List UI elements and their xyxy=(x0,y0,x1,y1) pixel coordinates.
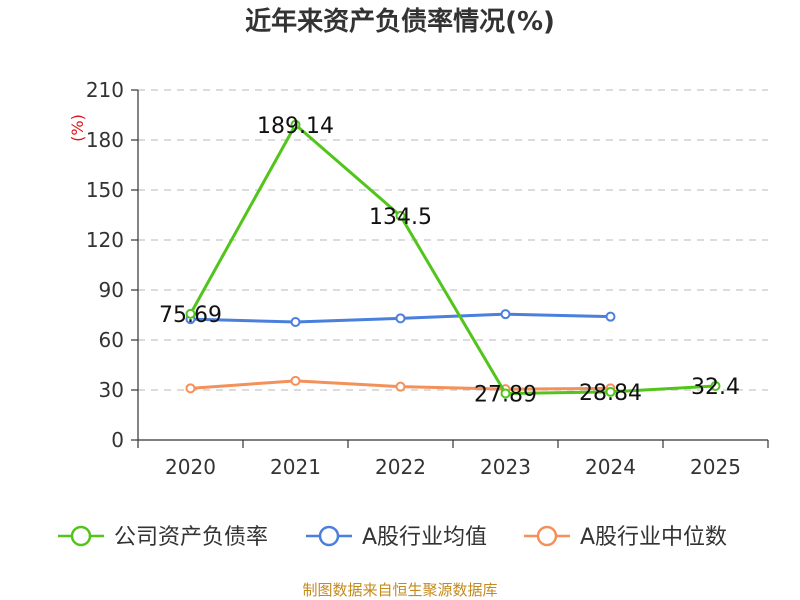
data-label: 75.69 xyxy=(159,303,222,328)
y-tick-label: 210 xyxy=(86,78,124,102)
y-tick-label: 180 xyxy=(86,128,124,152)
data-point xyxy=(395,210,406,221)
data-label: 134.5 xyxy=(369,205,432,230)
source-note: 制图数据来自恒生聚源数据库 xyxy=(302,581,497,599)
legend-label: A股行业均值 xyxy=(362,525,487,550)
y-axis-unit: (%) xyxy=(68,114,87,142)
legend-label: 公司资产负债率 xyxy=(114,525,268,550)
y-tick-label: 150 xyxy=(86,178,124,202)
legend-label: A股行业中位数 xyxy=(580,525,727,550)
x-tick-label: 2023 xyxy=(480,455,531,479)
series-layer xyxy=(185,119,721,399)
legend-item: A股行业中位数 xyxy=(524,525,727,550)
data-point xyxy=(290,375,301,386)
legend-item: A股行业均值 xyxy=(306,525,487,550)
data-point xyxy=(185,383,196,394)
x-tick-label: 2024 xyxy=(585,455,636,479)
legend-marker xyxy=(70,525,92,547)
data-point xyxy=(710,381,721,391)
legend-item: 公司资产负债率 xyxy=(58,525,268,550)
x-tick-label: 2021 xyxy=(270,455,321,479)
data-point xyxy=(185,308,196,319)
y-tick-label: 60 xyxy=(99,328,124,352)
chart-title: 近年来资产负债率情况(%) xyxy=(245,6,555,37)
series-line xyxy=(189,123,716,396)
legend-marker xyxy=(536,525,558,547)
data-label: 189.14 xyxy=(257,114,334,139)
y-tick-label: 90 xyxy=(99,278,124,302)
x-tick-label: 2020 xyxy=(165,455,216,479)
data-point xyxy=(605,311,616,322)
legend-marker xyxy=(318,525,340,547)
data-point xyxy=(290,119,301,130)
axes: 0 30 60 90 120 150 180 210 2020 2021 2022 2023 2024 2… xyxy=(86,78,769,479)
x-tick-label: 2025 xyxy=(690,455,741,479)
data-label: 28.84 xyxy=(579,381,642,406)
data-labels: 75.69 189.14 134.5 27.89 28.84 32.4 xyxy=(159,114,740,408)
data-point xyxy=(395,313,406,324)
y-tick-label: 0 xyxy=(111,428,124,452)
data-point xyxy=(500,309,511,320)
gridlines xyxy=(138,89,768,391)
data-point xyxy=(500,388,511,399)
data-label: 27.89 xyxy=(474,383,537,408)
y-tick-label: 120 xyxy=(86,228,124,252)
data-label: 32.4 xyxy=(691,375,740,400)
data-point xyxy=(395,381,406,392)
y-tick-label: 30 xyxy=(99,378,124,402)
legend: 公司资产负债率 A股行业均值 A股行业中位数 xyxy=(58,525,727,550)
data-point xyxy=(290,317,301,327)
data-point xyxy=(605,386,616,397)
x-tick-label: 2022 xyxy=(375,455,426,479)
